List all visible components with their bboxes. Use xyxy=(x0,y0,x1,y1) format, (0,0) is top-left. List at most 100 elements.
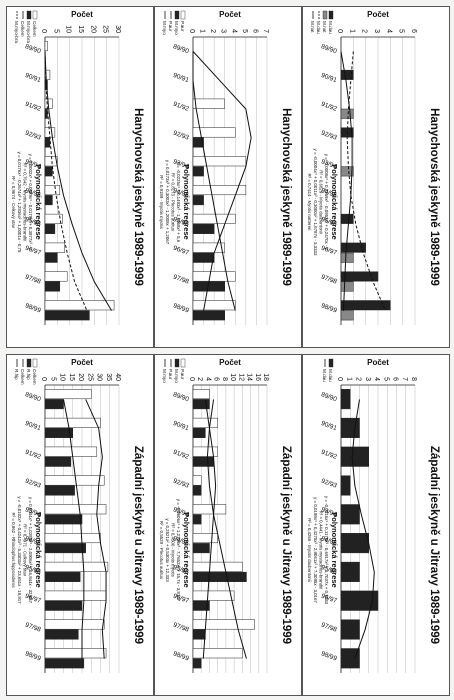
regression-line: y = 0,0176x⁴ - 0,2674x³ + 1,2836x² + 1,0… xyxy=(17,152,22,253)
bar xyxy=(192,543,210,554)
x-tick-label: 89/90 xyxy=(172,391,190,403)
bar xyxy=(44,600,83,611)
regression-line: y = 0,0044x⁵ + 1,0283x⁴ - 2,0906x³ + 16,… xyxy=(28,497,33,604)
y-tick-label: 4 xyxy=(385,29,392,33)
bar xyxy=(44,456,72,467)
y-tick-label: 5 xyxy=(382,377,389,381)
legend-label: Celkem xyxy=(32,21,37,37)
bar xyxy=(44,242,65,253)
x-tick-label: 90/91 xyxy=(320,420,338,432)
bar xyxy=(192,127,236,138)
y-tick-label: 25 xyxy=(102,25,109,33)
legend-label: M.myo xyxy=(174,369,179,383)
legend-label: Celkem xyxy=(20,369,25,385)
regression-line: R² = 0,7642 - Myotis mystacinus-brandtii xyxy=(22,163,27,242)
y-axis-label: Počet xyxy=(71,358,93,367)
bar xyxy=(192,446,218,457)
trend-curve xyxy=(63,399,85,659)
y-tick-label: 10 xyxy=(65,25,72,33)
chart-title: Západní jeskyně u Jitravy 1989-1999 xyxy=(428,446,440,644)
x-tick-label: 97/98 xyxy=(172,622,190,634)
y-tick-label: 2 xyxy=(196,377,203,381)
bar xyxy=(192,504,227,515)
bar xyxy=(192,271,236,282)
bar xyxy=(44,475,105,486)
x-tick-label: 98/99 xyxy=(172,302,190,314)
bar xyxy=(192,600,210,611)
x-tick-label: 98/99 xyxy=(172,650,190,662)
y-tick-label: 35 xyxy=(105,373,112,381)
legend-label: M.myo-bra xyxy=(26,21,31,43)
regression-title: Polynomická regrese xyxy=(330,164,339,239)
bar xyxy=(192,137,204,148)
trend-curve xyxy=(192,51,236,311)
bar xyxy=(192,533,218,544)
bar xyxy=(192,300,236,311)
legend-label: M.myo xyxy=(162,369,167,383)
bar xyxy=(44,281,61,292)
legend-label: M.nat xyxy=(322,21,327,33)
bar xyxy=(44,561,109,572)
bar xyxy=(340,271,379,282)
bar xyxy=(44,446,98,457)
y-tick-label: 16 xyxy=(254,373,261,381)
y-tick-label: 0 xyxy=(40,377,47,381)
y-tick-label: 25 xyxy=(86,373,93,381)
chart-rotated-group: Hanychovská jeskyně 1989-1999 0 1 2 3 4 5 6 7 Poč… xyxy=(159,10,292,325)
legend-label: M.nat xyxy=(310,21,315,33)
regression-line: y = -0,0102x⁴ + 0,4242x³ - 5,3303x² + 23… xyxy=(17,496,22,604)
bar xyxy=(44,137,51,148)
x-tick-label: 90/91 xyxy=(24,72,42,84)
y-tick-label: 2 xyxy=(355,377,362,381)
bar xyxy=(192,389,210,400)
bar xyxy=(44,213,63,224)
regression-line: R² = 0,4971 - Celkový stav xyxy=(22,524,27,577)
chart-svg: Hanychovská jeskyně 1989-1999 0 5 10 15 20 25 3… xyxy=(11,10,144,325)
regression-title: Polynomická regrese xyxy=(34,512,43,587)
bar xyxy=(340,417,360,438)
bar xyxy=(44,271,68,282)
trend-curve xyxy=(202,399,217,659)
y-tick-label: 7 xyxy=(401,377,408,381)
regression-line: y = -0,0225x⁴ + 0,1493x³ - 1,7468x² + 5,… xyxy=(176,162,181,243)
bar xyxy=(44,399,64,410)
chart-svg: Hanychovská jeskyně 1989-1999 0 1 2 3 4 5 6 Poče… xyxy=(307,10,440,325)
chart-svg: Hanychovská jeskyně 1989-1999 0 1 2 3 4 5 6 7 Poč… xyxy=(159,10,292,325)
y-tick-label: 40 xyxy=(114,373,121,381)
y-axis-label: Počet xyxy=(219,10,241,19)
bar xyxy=(192,223,215,234)
y-tick-label: 20 xyxy=(89,25,96,33)
bar xyxy=(192,156,247,167)
x-tick-label: 91/92 xyxy=(24,101,42,113)
regression-title: Polynomická regrese xyxy=(182,164,191,239)
bar xyxy=(44,195,53,206)
chart-rotated-group: Západní jeskyně u Jitravy 1989-1999 0 1 2 3 4… xyxy=(307,358,440,673)
bar xyxy=(192,514,202,525)
regression-line: R² = 0,5529 - Plecotus auritus xyxy=(159,521,164,580)
y-tick-label: 15 xyxy=(77,25,84,33)
x-tick-label: 98/99 xyxy=(320,650,338,662)
y-axis-label: Počet xyxy=(367,10,389,19)
bar xyxy=(192,571,247,582)
y-tick-label: 20 xyxy=(77,373,84,381)
x-tick-label: 92/93 xyxy=(172,478,190,490)
bar xyxy=(340,561,360,582)
y-tick-label: 3 xyxy=(364,377,371,381)
x-tick-label: 89/90 xyxy=(320,43,338,55)
legend-label: M.dau xyxy=(328,21,333,34)
bar xyxy=(192,456,214,467)
x-tick-label: 92/93 xyxy=(24,130,42,142)
legend-swatch xyxy=(174,10,180,20)
regression-line: R² = 0,6829 - Myotis daubentonii xyxy=(318,170,323,234)
bar xyxy=(340,648,360,669)
regression-line: y = 0,0199x⁴ + 0,4275x³ - 2,9061x² + 7,3… xyxy=(313,497,318,603)
bar xyxy=(192,590,235,601)
regression-line: y = -0,0008x⁴ + 0,0159x³ - 0,0952x² + 0,… xyxy=(324,154,329,251)
bar xyxy=(192,427,206,438)
chart-panel-hanychovska-2: Hanychovská jeskyně 1989-1999 0 1 2 3 4 5 6 7 Poč… xyxy=(154,6,302,348)
bar xyxy=(192,629,206,640)
legend-swatch xyxy=(180,358,186,368)
bar xyxy=(44,485,75,496)
bar xyxy=(192,485,202,496)
bar xyxy=(44,252,58,263)
